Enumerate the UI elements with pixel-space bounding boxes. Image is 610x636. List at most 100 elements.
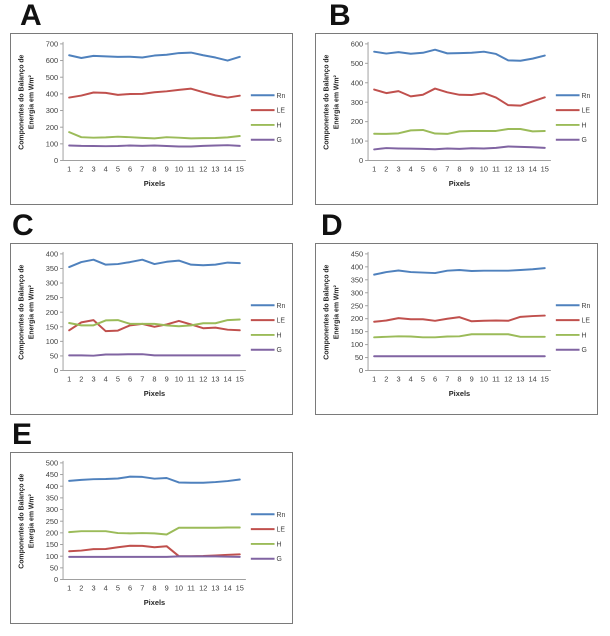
- svg-text:Pixels: Pixels: [144, 179, 165, 188]
- panel-e-label: E: [12, 418, 33, 451]
- svg-text:200: 200: [46, 308, 58, 317]
- svg-text:Componentes do Balanço de: Componentes do Balanço de: [324, 54, 331, 149]
- svg-text:2: 2: [384, 164, 388, 173]
- svg-text:7: 7: [140, 374, 144, 383]
- svg-text:13: 13: [211, 164, 219, 173]
- svg-text:50: 50: [50, 352, 58, 361]
- svg-text:3: 3: [91, 583, 95, 592]
- svg-text:6: 6: [433, 374, 437, 383]
- svg-text:Energia em Wm²: Energia em Wm²: [28, 74, 35, 129]
- chart-c-frame: 0 50 100 150 200 250 300 350 400 1 2 3 4 5 6 7 8 9 10 11 12 1…: [10, 243, 293, 415]
- svg-text:11: 11: [187, 583, 195, 592]
- svg-text:8: 8: [152, 374, 156, 383]
- svg-text:0: 0: [54, 366, 58, 375]
- svg-text:6: 6: [128, 164, 132, 173]
- svg-text:15: 15: [541, 164, 549, 173]
- svg-text:9: 9: [470, 164, 474, 173]
- svg-text:Rn: Rn: [277, 512, 286, 519]
- svg-text:300: 300: [46, 279, 58, 288]
- svg-text:5: 5: [421, 164, 425, 173]
- svg-text:350: 350: [46, 493, 58, 502]
- svg-text:6: 6: [433, 164, 437, 173]
- panel-c: C 0 50 100 150 200 250 300 350 400 1 2 3 4 5 6 7 8 9 10 11 1…: [10, 210, 300, 415]
- svg-text:300: 300: [46, 505, 58, 514]
- svg-text:12: 12: [199, 374, 207, 383]
- svg-text:1: 1: [67, 164, 71, 173]
- svg-text:1: 1: [372, 164, 376, 173]
- svg-text:G: G: [277, 137, 282, 144]
- panel-a-label: A: [20, 0, 42, 32]
- svg-text:12: 12: [199, 583, 207, 592]
- svg-text:Rn: Rn: [277, 93, 286, 100]
- svg-text:150: 150: [46, 540, 58, 549]
- svg-text:3: 3: [396, 164, 400, 173]
- chart-a-frame: 0 100 200 300 400 500 600 700 1 2 3 4 5 6 7 8 9 10 11 12 13 1…: [10, 33, 293, 205]
- svg-text:1: 1: [372, 374, 376, 383]
- svg-text:500: 500: [46, 458, 58, 467]
- svg-text:LE: LE: [582, 318, 591, 325]
- svg-text:H: H: [277, 541, 282, 548]
- svg-text:Componentes do Balanço de: Componentes do Balanço de: [19, 264, 26, 359]
- svg-text:5: 5: [116, 583, 120, 592]
- svg-text:G: G: [582, 347, 587, 354]
- svg-text:6: 6: [128, 583, 132, 592]
- svg-text:8: 8: [152, 583, 156, 592]
- svg-text:5: 5: [116, 374, 120, 383]
- svg-text:450: 450: [351, 249, 363, 258]
- svg-text:15: 15: [236, 164, 244, 173]
- svg-text:400: 400: [46, 89, 58, 98]
- svg-text:H: H: [582, 332, 587, 339]
- svg-text:13: 13: [211, 374, 219, 383]
- svg-text:1: 1: [67, 374, 71, 383]
- svg-text:8: 8: [457, 374, 461, 383]
- svg-text:4: 4: [409, 374, 413, 383]
- svg-text:10: 10: [175, 164, 183, 173]
- svg-text:Energia em Wm²: Energia em Wm²: [333, 284, 340, 339]
- svg-text:250: 250: [46, 517, 58, 526]
- svg-text:400: 400: [351, 262, 363, 271]
- svg-text:10: 10: [175, 374, 183, 383]
- svg-text:5: 5: [116, 164, 120, 173]
- svg-text:150: 150: [351, 327, 363, 336]
- svg-text:200: 200: [351, 314, 363, 323]
- svg-text:0: 0: [359, 366, 363, 375]
- svg-text:Energia em Wm²: Energia em Wm²: [28, 493, 35, 548]
- svg-text:100: 100: [351, 340, 363, 349]
- svg-text:2: 2: [79, 583, 83, 592]
- svg-text:Componentes do Balanço de: Componentes do Balanço de: [19, 473, 26, 568]
- svg-text:9: 9: [165, 374, 169, 383]
- svg-text:1: 1: [67, 583, 71, 592]
- svg-text:Energia em Wm²: Energia em Wm²: [28, 284, 35, 339]
- svg-text:200: 200: [351, 117, 363, 126]
- panel-c-label: C: [12, 209, 34, 242]
- svg-text:10: 10: [480, 164, 488, 173]
- svg-text:9: 9: [165, 583, 169, 592]
- svg-text:14: 14: [223, 164, 231, 173]
- svg-text:600: 600: [351, 39, 363, 48]
- svg-text:300: 300: [351, 288, 363, 297]
- panel-d: D 0 50 100 150 200 250 300 350 400 450 1 2 3 4 5 6 7 8 9 10…: [315, 210, 605, 415]
- svg-text:Energia em Wm²: Energia em Wm²: [333, 74, 340, 129]
- svg-text:9: 9: [165, 164, 169, 173]
- svg-text:4: 4: [104, 164, 108, 173]
- svg-text:100: 100: [46, 552, 58, 561]
- svg-text:100: 100: [46, 139, 58, 148]
- svg-text:0: 0: [54, 156, 58, 165]
- svg-text:LE: LE: [277, 318, 286, 325]
- svg-text:500: 500: [351, 59, 363, 68]
- svg-text:Rn: Rn: [582, 303, 591, 310]
- chart-d-frame: 0 50 100 150 200 250 300 350 400 450 1 2 3 4 5 6 7 8 9 10 11…: [315, 243, 598, 415]
- svg-text:600: 600: [46, 56, 58, 65]
- svg-text:G: G: [277, 556, 282, 563]
- panel-d-label: D: [321, 209, 343, 242]
- svg-text:7: 7: [140, 164, 144, 173]
- svg-text:Pixels: Pixels: [449, 389, 470, 398]
- svg-text:6: 6: [128, 374, 132, 383]
- svg-text:LE: LE: [582, 108, 591, 115]
- svg-text:3: 3: [91, 374, 95, 383]
- svg-text:Componentes do Balanço de: Componentes do Balanço de: [324, 264, 331, 359]
- svg-text:10: 10: [175, 583, 183, 592]
